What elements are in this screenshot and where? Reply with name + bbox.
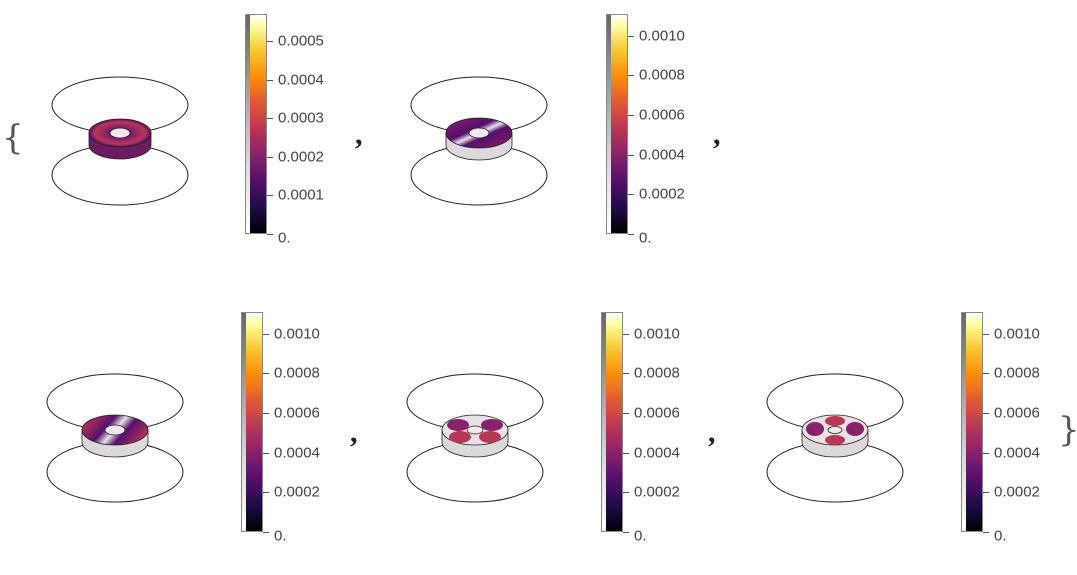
colorbar-tick-label: 0. bbox=[274, 527, 287, 545]
colorbar-tick bbox=[267, 41, 273, 43]
colorbar-tick bbox=[623, 333, 629, 335]
colorbar-tick bbox=[623, 413, 629, 415]
colorbar-tick bbox=[263, 373, 269, 375]
separator-comma: , bbox=[350, 416, 358, 449]
colorbar-legend: 0.0010 0.0008 0.0006 0.0004 0.0002 0. bbox=[961, 312, 1077, 545]
colorbar bbox=[961, 312, 983, 532]
density-plot-3d bbox=[400, 357, 560, 507]
colorbar-tick bbox=[267, 79, 273, 81]
colorbar-tick-label: 0.0002 bbox=[274, 483, 320, 501]
colorbar-tick bbox=[263, 452, 269, 454]
colorbar-tick-label: 0.0004 bbox=[274, 444, 320, 462]
colorbar bbox=[245, 14, 267, 234]
colorbar-tick-label: 0.0002 bbox=[634, 483, 680, 501]
colorbar-tick-label: 0.0010 bbox=[994, 325, 1040, 343]
colorbar-tick bbox=[267, 195, 273, 197]
density-plot-3d bbox=[404, 60, 564, 210]
colorbar-tick-label: 0.0002 bbox=[994, 483, 1040, 501]
density-plot-3d bbox=[40, 357, 200, 507]
colorbar-tick bbox=[628, 35, 634, 37]
density-plot-3d bbox=[760, 357, 920, 507]
colorbar-tick bbox=[983, 452, 989, 454]
colorbar-tick-label: 0.0006 bbox=[994, 404, 1040, 422]
colorbar-tick-label: 0.0004 bbox=[994, 444, 1040, 462]
colorbar-tick bbox=[267, 156, 273, 158]
colorbar-tick-label: 0.0008 bbox=[274, 364, 320, 382]
colorbar-tick-label: 0.0001 bbox=[278, 186, 324, 204]
colorbar-tick-label: 0.0008 bbox=[994, 364, 1040, 382]
colorbar-tick-label: 0. bbox=[639, 229, 652, 247]
colorbar-tick bbox=[267, 118, 273, 120]
colorbar-tick bbox=[983, 532, 989, 533]
colorbar bbox=[606, 14, 628, 234]
colorbar-tick-label: 0. bbox=[994, 527, 1007, 545]
colorbar-tick bbox=[983, 373, 989, 375]
colorbar-tick bbox=[983, 413, 989, 415]
colorbar-tick bbox=[623, 492, 629, 494]
colorbar-tick-label: 0.0006 bbox=[634, 404, 680, 422]
colorbar-tick-label: 0.0006 bbox=[274, 404, 320, 422]
colorbar-tick bbox=[263, 492, 269, 494]
separator-comma: , bbox=[355, 118, 363, 151]
colorbar-tick bbox=[267, 234, 273, 235]
colorbar-tick-label: 0. bbox=[634, 527, 647, 545]
colorbar bbox=[241, 312, 263, 532]
colorbar-tick bbox=[623, 452, 629, 454]
separator-comma: , bbox=[708, 416, 716, 449]
colorbar-tick bbox=[628, 75, 634, 77]
colorbar-tick-label: 0.0004 bbox=[278, 71, 324, 89]
colorbar-tick bbox=[983, 492, 989, 494]
colorbar-tick-label: 0.0008 bbox=[634, 364, 680, 382]
colorbar-tick bbox=[263, 532, 269, 533]
colorbar-legend: 0.0010 0.0008 0.0006 0.0004 0.0002 0. bbox=[241, 312, 361, 545]
colorbar-tick-label: 0.0004 bbox=[639, 146, 685, 164]
colorbar bbox=[601, 312, 623, 532]
colorbar-tick bbox=[263, 333, 269, 335]
colorbar-tick-label: 0.0002 bbox=[278, 148, 324, 166]
colorbar-tick-label: 0.0006 bbox=[639, 106, 685, 124]
colorbar-tick-label: 0.0005 bbox=[278, 32, 324, 50]
colorbar-tick bbox=[628, 194, 634, 196]
colorbar-legend: 0.0010 0.0008 0.0006 0.0004 0.0002 0. bbox=[601, 312, 721, 545]
close-brace: } bbox=[1058, 410, 1077, 450]
colorbar-tick-label: 0.0010 bbox=[634, 325, 680, 343]
colorbar-tick-label: 0.0002 bbox=[639, 185, 685, 203]
colorbar-tick bbox=[628, 115, 634, 117]
colorbar-tick bbox=[628, 234, 634, 235]
colorbar-tick-label: 0.0010 bbox=[639, 27, 685, 45]
colorbar-legend: 0.0010 0.0008 0.0006 0.0004 0.0002 0. bbox=[606, 14, 726, 247]
colorbar-tick-label: 0.0003 bbox=[278, 109, 324, 127]
density-plot-3d bbox=[45, 60, 205, 210]
colorbar-tick bbox=[623, 532, 629, 533]
open-brace: { bbox=[2, 118, 24, 158]
colorbar-tick-label: 0.0008 bbox=[639, 66, 685, 84]
colorbar-tick bbox=[983, 333, 989, 335]
colorbar-legend: 0.0005 0.0004 0.0003 0.0002 0.0001 0. bbox=[245, 14, 365, 247]
colorbar-tick bbox=[263, 413, 269, 415]
colorbar-tick-label: 0.0004 bbox=[634, 444, 680, 462]
colorbar-tick bbox=[628, 154, 634, 156]
colorbar-tick-label: 0.0010 bbox=[274, 325, 320, 343]
separator-comma: , bbox=[713, 118, 721, 151]
colorbar-tick-label: 0. bbox=[278, 229, 291, 247]
colorbar-tick bbox=[623, 373, 629, 375]
